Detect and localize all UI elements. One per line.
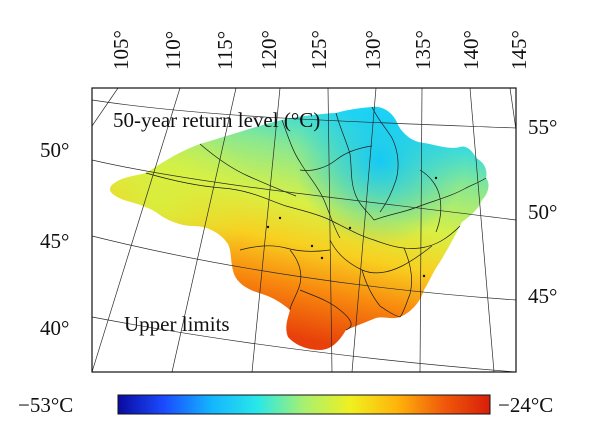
top-longitude-labels: 105° 110° 115° 120° 125° 130° 135° 140° … [109,30,531,70]
lon-label-125: 125° [307,30,331,70]
inset-title: 50-year return level (°C) [113,108,320,132]
colorbar: −53°C −24°C [18,393,553,417]
lon-label-145: 145° [507,30,531,70]
lon-label-130: 130° [361,30,385,70]
lat-left-50: 50° [40,138,69,162]
colorbar-max-label: −24°C [498,393,553,417]
lat-left-40: 40° [40,316,69,340]
lat-right-45: 45° [528,284,557,308]
lon-label-115: 115° [213,31,237,70]
lat-right-55: 55° [528,115,557,139]
left-latitude-labels: 50° 45° 40° [40,138,69,340]
colorbar-min-label: −53°C [18,393,73,417]
station-markers [266,176,438,278]
lon-label-110: 110° [161,31,185,70]
lat-left-45: 45° [40,229,69,253]
boundary-lines [145,106,487,331]
lon-label-105: 105° [109,30,133,70]
lon-label-135: 135° [411,30,435,70]
lat-right-50: 50° [528,200,557,224]
inset-label: Upper limits [124,312,230,336]
colorbar-gradient [117,394,491,415]
graticule [92,88,516,372]
lon-label-140: 140° [459,30,483,70]
map-frame [91,87,517,373]
right-latitude-labels: 55° 50° 45° [528,115,557,308]
lon-label-120: 120° [257,30,281,70]
